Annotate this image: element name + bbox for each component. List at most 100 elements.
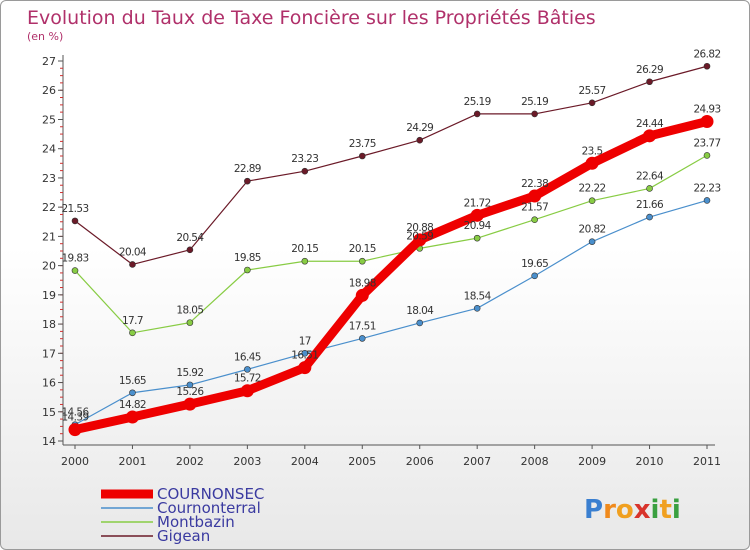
data-point — [470, 208, 484, 222]
brand-letter: i — [672, 495, 681, 525]
data-label: 16.45 — [234, 351, 261, 363]
data-point — [643, 129, 657, 143]
y-tick-label: 21 — [42, 230, 56, 243]
legend-label: Montbazin — [157, 513, 235, 531]
data-point — [186, 246, 194, 254]
data-label: 23.23 — [291, 153, 318, 165]
data-point — [71, 217, 79, 225]
x-tick-label: 2000 — [61, 455, 89, 468]
data-point — [301, 257, 309, 265]
data-point — [186, 381, 194, 389]
data-point — [68, 423, 82, 437]
data-point — [585, 156, 599, 170]
data-label: 21.53 — [61, 203, 88, 215]
data-label: 25.19 — [464, 96, 491, 108]
data-label: 19.65 — [521, 258, 548, 270]
data-label: 23.75 — [349, 138, 376, 150]
y-tick-label: 15 — [42, 406, 56, 419]
data-point — [183, 397, 197, 411]
x-tick-label: 2011 — [693, 455, 721, 468]
series-line-cournonsec — [70, 117, 712, 435]
brand-letter: t — [659, 495, 671, 525]
data-point — [244, 366, 251, 373]
x-tick-label: 2003 — [233, 455, 261, 468]
data-label: 14.82 — [119, 399, 146, 411]
data-labels: 21.53 20.04 20.54 22.89 23.23 23.75 24.29 25.19… — [61, 48, 721, 423]
x-tick-label: 2010 — [636, 455, 664, 468]
data-point — [588, 238, 596, 245]
y-tick-label: 18 — [42, 318, 56, 331]
data-point — [358, 257, 366, 265]
chart-title: Evolution du Taux de Taxe Foncière sur l… — [27, 7, 596, 29]
data-label: 26.29 — [636, 64, 663, 76]
data-point — [473, 304, 481, 312]
data-point — [129, 329, 136, 337]
data-label: 23.5 — [582, 145, 603, 157]
series-line-cournonterral — [74, 199, 708, 426]
y-tick-label: 14 — [42, 435, 56, 448]
data-point — [700, 115, 714, 129]
data-point — [531, 216, 538, 224]
chart-subtitle: (en %) — [27, 30, 63, 43]
data-label: 21.72 — [464, 197, 491, 209]
x-tick-label: 2005 — [348, 455, 376, 468]
series-layer — [68, 62, 714, 437]
legend-label: Gigean — [157, 527, 210, 545]
data-point — [528, 189, 542, 203]
y-tick-label: 17 — [42, 347, 56, 360]
legend-label: COURNONSEC — [157, 485, 264, 503]
x-tick-label: 2004 — [291, 455, 319, 468]
data-point — [244, 266, 251, 274]
data-label: 18.54 — [464, 290, 492, 302]
data-point — [473, 234, 481, 242]
y-tick-label: 25 — [42, 113, 56, 126]
data-label: 21.66 — [636, 199, 664, 211]
data-point — [244, 177, 251, 185]
data-label: 16.51 — [291, 350, 318, 362]
data-label: 20.15 — [349, 243, 376, 255]
data-label: 24.93 — [693, 104, 720, 116]
data-label: 20.59 — [406, 230, 433, 242]
data-label: 24.44 — [636, 118, 664, 130]
data-label: 15.72 — [234, 373, 261, 385]
x-tick-label: 2001 — [118, 455, 146, 468]
data-label: 19.83 — [61, 253, 88, 265]
data-label: 20.54 — [176, 232, 204, 244]
y-tick-label: 16 — [42, 377, 56, 390]
data-point — [186, 319, 194, 326]
data-point — [416, 136, 424, 144]
data-label: 20.82 — [579, 224, 606, 236]
data-label: 22.22 — [579, 183, 606, 195]
y-tick-label: 23 — [42, 172, 56, 185]
data-point — [358, 335, 366, 342]
y-tick-label: 20 — [42, 260, 56, 273]
data-label: 24.29 — [406, 122, 433, 134]
data-point — [646, 78, 653, 86]
data-point — [531, 272, 538, 280]
data-point — [531, 110, 538, 118]
data-label: 26.82 — [693, 48, 720, 60]
data-label: 20.94 — [464, 220, 492, 232]
legend-label: Cournonterral — [157, 499, 261, 517]
axes: 14 15 16 17 18 19 20 21 22 23 24 25 26 27 2000 2001 2002… — [42, 55, 721, 468]
x-tick-label: 2008 — [521, 455, 549, 468]
data-label: 18.98 — [349, 277, 376, 289]
data-point — [129, 261, 136, 268]
data-label: 22.23 — [693, 182, 720, 194]
brand-letter: i — [651, 495, 660, 525]
data-label: 15.92 — [176, 367, 203, 379]
brand-letter: P — [584, 495, 603, 525]
data-point — [298, 361, 312, 375]
data-label: 23.77 — [693, 137, 720, 149]
data-label: 17 — [299, 335, 311, 347]
y-tick-label: 27 — [42, 55, 56, 68]
data-point — [416, 319, 424, 327]
data-label: 22.64 — [636, 170, 664, 182]
data-label: 25.19 — [521, 96, 548, 108]
data-label: 22.38 — [521, 178, 548, 190]
data-label: 15.65 — [119, 375, 146, 387]
brand-logo: Proxiti — [584, 495, 681, 525]
